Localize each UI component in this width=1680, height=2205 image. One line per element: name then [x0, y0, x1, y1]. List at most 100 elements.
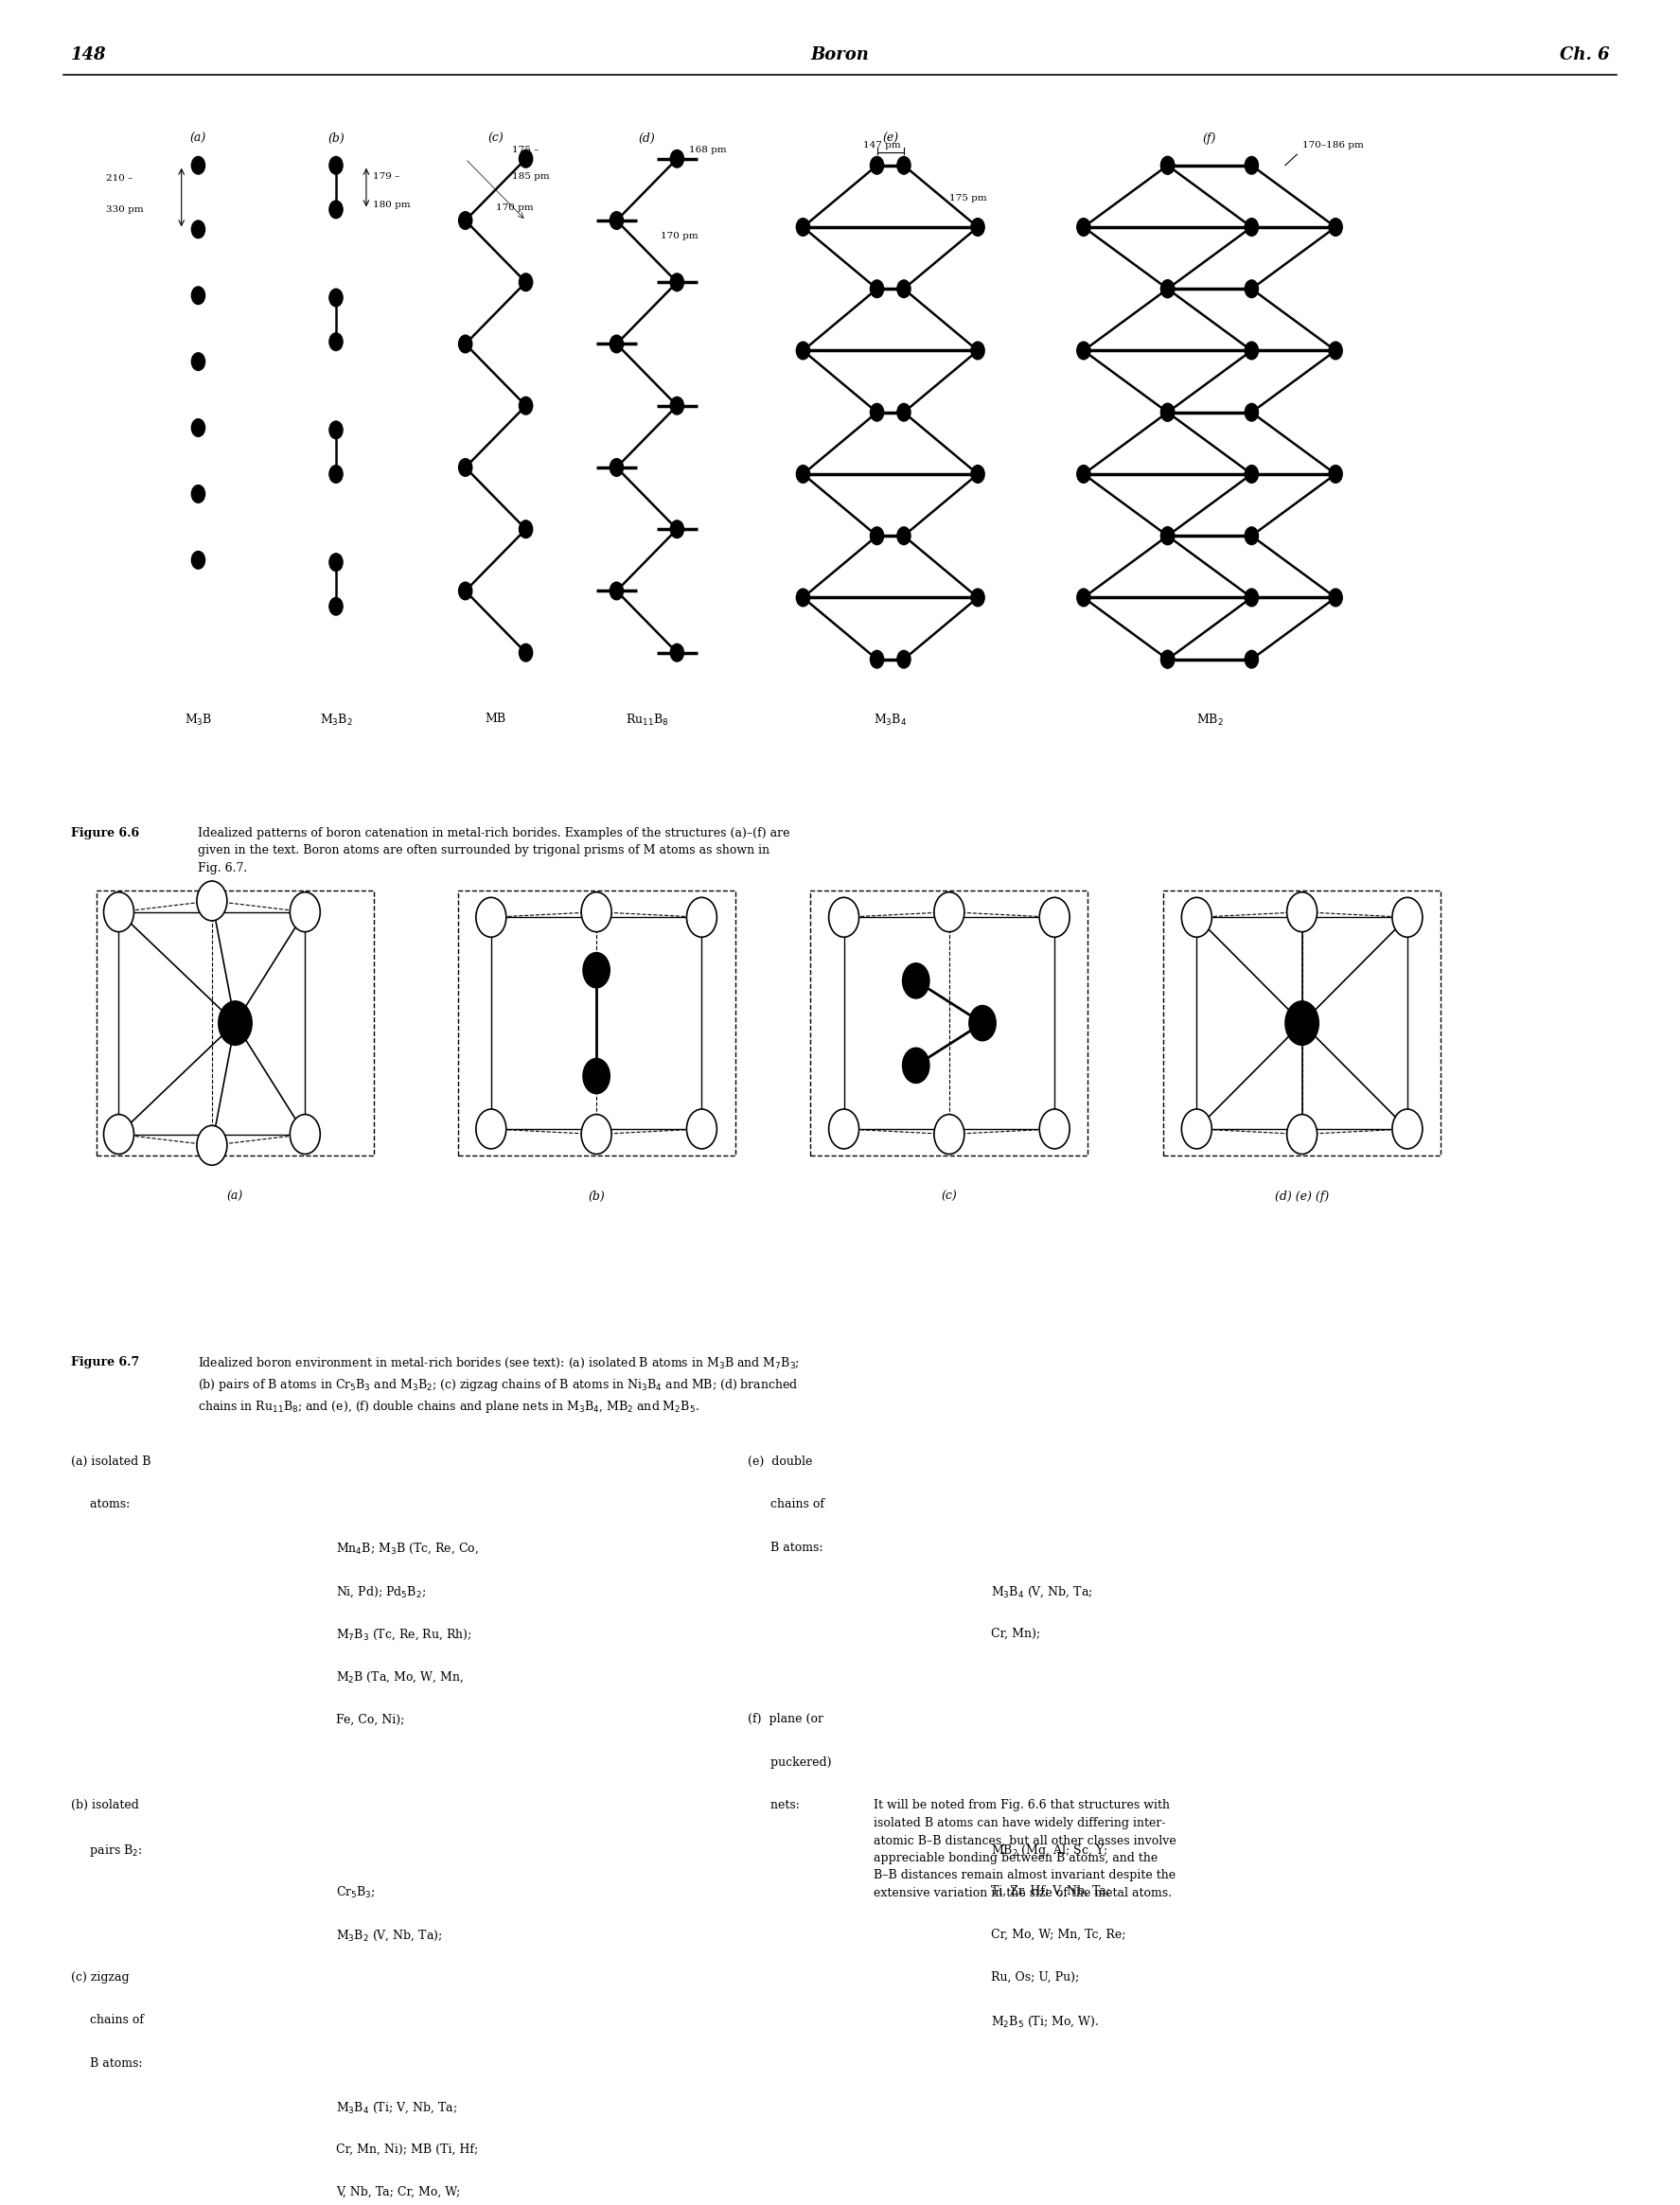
- Circle shape: [897, 650, 911, 668]
- Circle shape: [1245, 650, 1258, 668]
- Circle shape: [1287, 1114, 1317, 1153]
- Circle shape: [1161, 404, 1174, 421]
- Circle shape: [329, 465, 343, 483]
- Circle shape: [329, 421, 343, 439]
- Circle shape: [870, 650, 884, 668]
- Circle shape: [670, 150, 684, 168]
- Circle shape: [687, 897, 717, 937]
- Circle shape: [1245, 527, 1258, 545]
- Text: (c): (c): [941, 1191, 958, 1204]
- Text: M$_2$B (Ta, Mo, W, Mn,: M$_2$B (Ta, Mo, W, Mn,: [336, 1671, 464, 1685]
- Text: Cr$_5$B$_3$;: Cr$_5$B$_3$;: [336, 1885, 376, 1901]
- Circle shape: [796, 465, 810, 483]
- Text: M$_2$B$_5$ (Ti; Mo, W).: M$_2$B$_5$ (Ti; Mo, W).: [991, 2015, 1099, 2029]
- Text: M$_3$B$_4$ (V, Nb, Ta;: M$_3$B$_4$ (V, Nb, Ta;: [991, 1583, 1094, 1599]
- Circle shape: [1245, 157, 1258, 174]
- Circle shape: [519, 273, 533, 291]
- Text: M$_3$B: M$_3$B: [185, 712, 212, 728]
- Text: B atoms:: B atoms:: [71, 2057, 143, 2070]
- Circle shape: [670, 644, 684, 662]
- Circle shape: [104, 893, 134, 933]
- Text: (d) (e) (f): (d) (e) (f): [1275, 1191, 1329, 1204]
- Text: Cr, Mo, W; Mn, Tc, Re;: Cr, Mo, W; Mn, Tc, Re;: [991, 1927, 1126, 1940]
- Circle shape: [192, 353, 205, 370]
- Circle shape: [475, 897, 506, 937]
- Circle shape: [1287, 893, 1317, 933]
- Circle shape: [1285, 1001, 1319, 1045]
- Circle shape: [459, 212, 472, 229]
- Text: Idealized patterns of boron catenation in metal-rich borides. Examples of the st: Idealized patterns of boron catenation i…: [198, 827, 790, 873]
- Circle shape: [459, 459, 472, 476]
- Circle shape: [329, 157, 343, 174]
- Bar: [457, 891, 736, 1155]
- Circle shape: [971, 342, 984, 359]
- Text: (c): (c): [487, 132, 504, 146]
- Text: Idealized boron environment in metal-rich borides (see text): (a) isolated B ato: Idealized boron environment in metal-ric…: [198, 1356, 800, 1416]
- Circle shape: [104, 1114, 134, 1153]
- Text: chains of: chains of: [748, 1499, 825, 1510]
- Circle shape: [610, 582, 623, 600]
- Circle shape: [1161, 157, 1174, 174]
- Bar: [97, 891, 375, 1155]
- Text: Ru$_{11}$B$_8$: Ru$_{11}$B$_8$: [625, 712, 669, 728]
- Text: (a): (a): [227, 1191, 244, 1204]
- Circle shape: [1393, 897, 1423, 937]
- Circle shape: [1161, 404, 1174, 421]
- Text: Ni, Pd); Pd$_5$B$_2$;: Ni, Pd); Pd$_5$B$_2$;: [336, 1583, 427, 1599]
- Circle shape: [192, 485, 205, 503]
- Circle shape: [329, 553, 343, 571]
- Circle shape: [870, 157, 884, 174]
- Bar: [810, 891, 1089, 1155]
- Circle shape: [1181, 897, 1211, 937]
- Circle shape: [1329, 589, 1342, 606]
- Circle shape: [1329, 465, 1342, 483]
- Text: MB$_2$: MB$_2$: [1196, 712, 1223, 728]
- Text: Fe, Co, Ni);: Fe, Co, Ni);: [336, 1713, 405, 1727]
- Circle shape: [610, 335, 623, 353]
- Circle shape: [291, 893, 321, 933]
- Text: (b): (b): [328, 132, 344, 146]
- Circle shape: [519, 397, 533, 415]
- Bar: [1163, 891, 1441, 1155]
- Circle shape: [519, 520, 533, 538]
- Circle shape: [583, 953, 610, 988]
- Circle shape: [1077, 589, 1090, 606]
- Text: M$_3$B$_4$: M$_3$B$_4$: [874, 712, 907, 728]
- Text: 175 pm: 175 pm: [949, 194, 986, 203]
- Circle shape: [218, 1001, 252, 1045]
- Circle shape: [1245, 280, 1258, 298]
- Text: (a) isolated B: (a) isolated B: [71, 1455, 151, 1469]
- Text: (b): (b): [588, 1191, 605, 1204]
- Text: V, Nb, Ta; Cr, Mo, W;: V, Nb, Ta; Cr, Mo, W;: [336, 2187, 460, 2198]
- Text: B atoms:: B atoms:: [748, 1541, 823, 1555]
- Circle shape: [1161, 650, 1174, 668]
- Circle shape: [971, 218, 984, 236]
- Circle shape: [796, 589, 810, 606]
- Text: 175 –: 175 –: [512, 146, 539, 154]
- Circle shape: [1329, 218, 1342, 236]
- Circle shape: [934, 893, 964, 933]
- Circle shape: [897, 157, 911, 174]
- Circle shape: [1181, 1109, 1211, 1149]
- Text: 180 pm: 180 pm: [373, 201, 410, 209]
- Text: pairs B$_2$:: pairs B$_2$:: [71, 1841, 143, 1859]
- Text: Figure 6.7: Figure 6.7: [71, 1356, 139, 1369]
- Text: 147 pm: 147 pm: [864, 141, 900, 150]
- Text: M$_3$B$_4$ (Ti; V, Nb, Ta;: M$_3$B$_4$ (Ti; V, Nb, Ta;: [336, 2099, 457, 2115]
- Circle shape: [897, 280, 911, 298]
- Circle shape: [1161, 650, 1174, 668]
- Text: 330 pm: 330 pm: [106, 205, 143, 214]
- Text: MB$_2$ (Mg, Al; Sc, Y;: MB$_2$ (Mg, Al; Sc, Y;: [991, 1841, 1109, 1859]
- Circle shape: [870, 527, 884, 545]
- Text: It will be noted from Fig. 6.6 that structures with
isolated B atoms can have wi: It will be noted from Fig. 6.6 that stru…: [874, 1799, 1176, 1899]
- Circle shape: [1245, 589, 1258, 606]
- Circle shape: [1040, 1109, 1070, 1149]
- Text: M$_7$B$_3$ (Tc, Re, Ru, Rh);: M$_7$B$_3$ (Tc, Re, Ru, Rh);: [336, 1627, 472, 1643]
- Circle shape: [1077, 342, 1090, 359]
- Text: 170 pm: 170 pm: [660, 232, 697, 240]
- Circle shape: [870, 404, 884, 421]
- Circle shape: [1245, 218, 1258, 236]
- Text: Ru, Os; U, Pu);: Ru, Os; U, Pu);: [991, 1971, 1080, 1984]
- Circle shape: [475, 1109, 506, 1149]
- Circle shape: [1161, 280, 1174, 298]
